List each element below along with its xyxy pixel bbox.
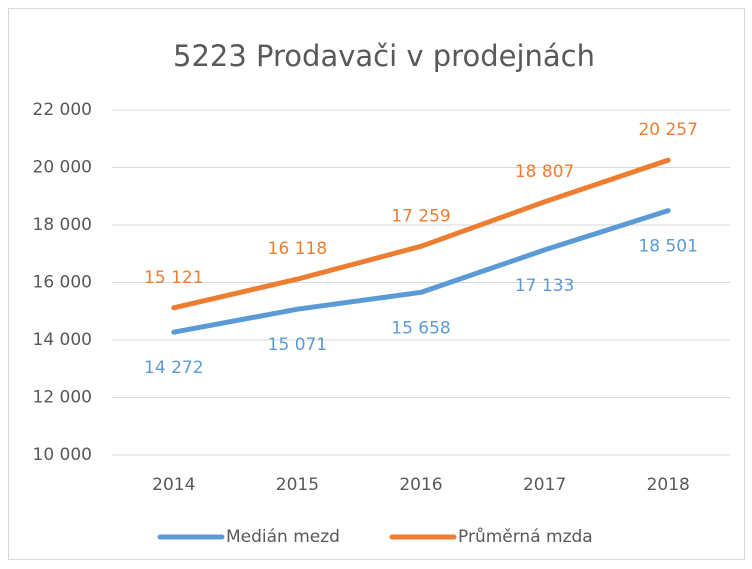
data-label: 15 658 xyxy=(391,318,450,338)
data-label: 16 118 xyxy=(268,239,327,259)
chart-title: 5223 Prodavači v prodejnách xyxy=(173,39,595,73)
chart-border xyxy=(8,8,745,560)
data-label: 17 259 xyxy=(391,206,450,226)
series-line xyxy=(171,157,671,311)
x-tick-label: 2017 xyxy=(523,475,566,495)
data-label: 18 807 xyxy=(515,162,574,182)
data-label: 17 133 xyxy=(515,276,574,296)
x-tick-label: 2015 xyxy=(276,475,319,495)
data-label: 18 501 xyxy=(638,237,697,257)
y-tick-label: 14 000 xyxy=(33,330,92,350)
y-tick-label: 16 000 xyxy=(33,273,92,293)
y-tick-label: 22 000 xyxy=(33,100,92,120)
series-line xyxy=(171,208,671,335)
y-tick-label: 12 000 xyxy=(33,388,92,408)
legend-label: Průměrná mzda xyxy=(458,527,593,547)
data-label: 20 257 xyxy=(638,120,697,140)
data-label: 15 071 xyxy=(268,335,327,355)
data-label: 14 272 xyxy=(144,358,203,378)
x-tick-label: 2014 xyxy=(152,475,195,495)
y-tick-label: 20 000 xyxy=(33,158,92,178)
y-tick-label: 18 000 xyxy=(33,215,92,235)
x-tick-label: 2016 xyxy=(399,475,442,495)
legend-label: Medián mezd xyxy=(226,527,340,547)
data-label: 15 121 xyxy=(144,268,203,288)
x-tick-label: 2018 xyxy=(647,475,690,495)
y-tick-label: 10 000 xyxy=(33,445,92,465)
